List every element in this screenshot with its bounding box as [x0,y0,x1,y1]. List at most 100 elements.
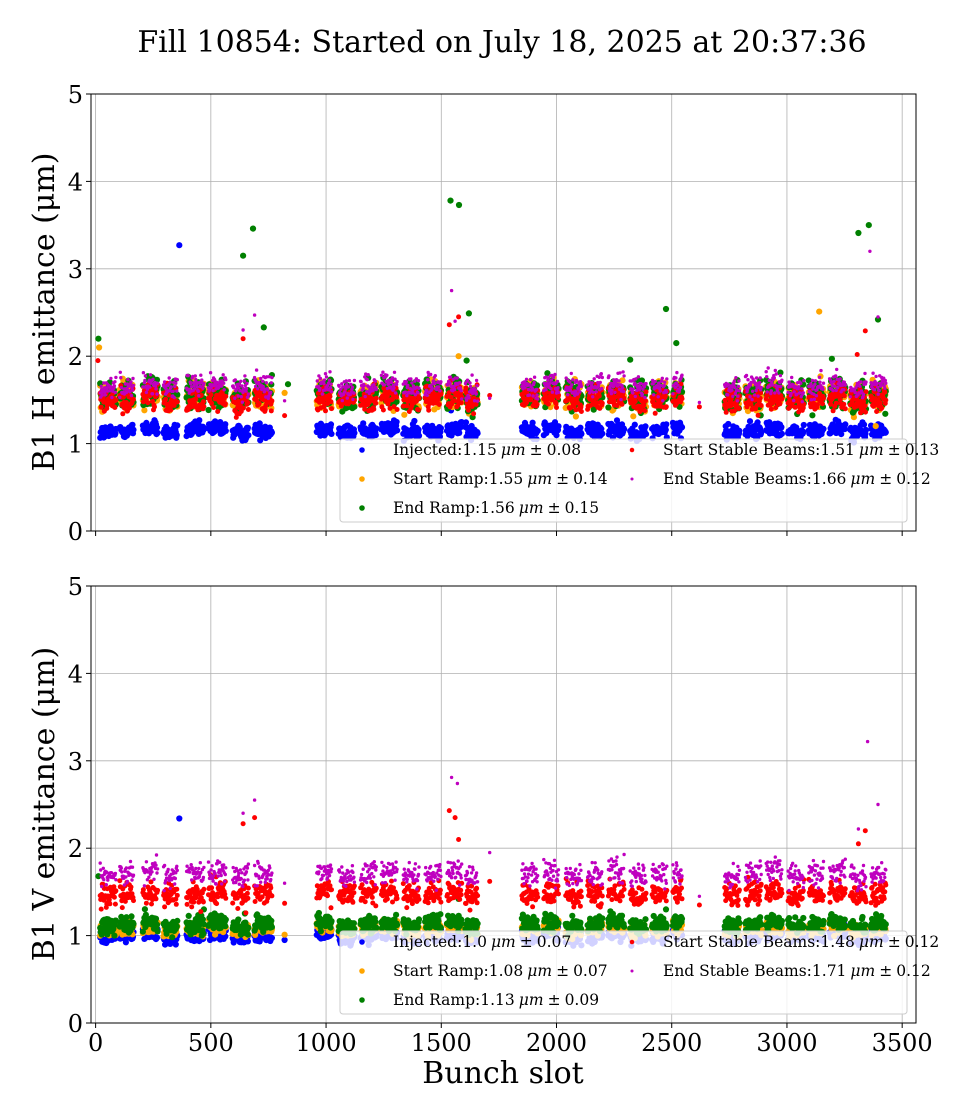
data-point [416,407,421,413]
data-point [113,380,117,384]
data-point [809,412,816,419]
data-point [599,372,603,376]
data-point [744,373,749,378]
data-point [663,404,669,410]
data-point [215,409,221,414]
data-point [266,388,270,392]
data-point [475,384,479,388]
data-point [222,427,229,434]
data-point [352,378,357,383]
data-point [393,418,400,426]
data-point [470,373,474,377]
data-point [405,393,409,398]
data-point [817,375,822,379]
data-point [786,390,790,394]
data-point [536,397,540,401]
data-point [841,426,848,433]
outlier-point [865,222,872,229]
data-point [758,429,765,436]
outlier-point [627,356,634,363]
data-point [417,386,421,390]
data-point [621,426,628,433]
data-point [610,388,614,392]
data-point [550,390,555,394]
data-point [236,424,243,431]
data-point [99,384,103,388]
data-point [467,396,471,400]
data-point [456,429,463,436]
data-point [371,406,377,412]
data-point [154,429,161,436]
data-point [735,399,740,403]
data-point [474,430,481,437]
series-endstablebeams-points [98,249,888,405]
outlier-point [95,335,102,342]
data-point [211,405,217,410]
data-point [270,375,274,380]
data-point [328,399,334,405]
data-point [874,409,880,414]
data-point [372,432,379,439]
data-point [544,387,548,392]
data-point [809,398,814,402]
data-point [381,370,385,374]
data-point [778,373,783,378]
data-point [199,373,203,377]
data-point [863,371,867,376]
data-point [126,377,130,382]
data-point [765,390,769,394]
data-point [374,387,378,392]
data-point [155,392,159,396]
data-point [800,421,807,429]
data-point [222,381,226,385]
outlier-point [857,422,864,429]
data-point [259,376,263,381]
outlier-point [260,324,267,331]
data-point [600,375,604,380]
data-point [833,384,837,388]
data-point [145,400,151,406]
data-point [568,380,572,384]
data-point [566,393,570,397]
data-point [872,388,877,392]
data-point [460,397,464,401]
data-point [545,401,551,407]
data-point [834,374,838,378]
outlier-point [95,358,101,364]
data-point [462,419,470,426]
data-point [797,385,801,389]
data-point [535,393,539,397]
data-point [172,395,176,400]
outlier-point [252,313,257,317]
data-point [243,374,247,378]
data-point [439,380,443,384]
outlier-point [862,328,868,334]
data-point [598,380,602,385]
data-point [842,406,848,412]
data-point [268,429,275,436]
data-point [245,381,249,386]
data-point [789,391,793,396]
data-point [736,384,741,389]
data-point [800,400,804,404]
data-point [103,393,108,397]
data-point [736,394,740,398]
outlier-point [447,197,454,204]
data-point [240,405,246,411]
data-point [373,395,379,401]
data-point [663,421,670,428]
data-point [607,374,611,378]
data-point [256,400,262,406]
data-point [596,393,602,399]
data-point [662,393,668,399]
data-point [322,381,326,386]
outlier-point [662,305,670,313]
data-point [526,387,531,392]
outlier-point [456,314,462,320]
data-point [830,408,836,414]
data-point [426,407,432,413]
data-point [614,403,620,408]
data-point [143,378,147,383]
data-point [750,397,754,402]
outlier-point [241,328,245,332]
